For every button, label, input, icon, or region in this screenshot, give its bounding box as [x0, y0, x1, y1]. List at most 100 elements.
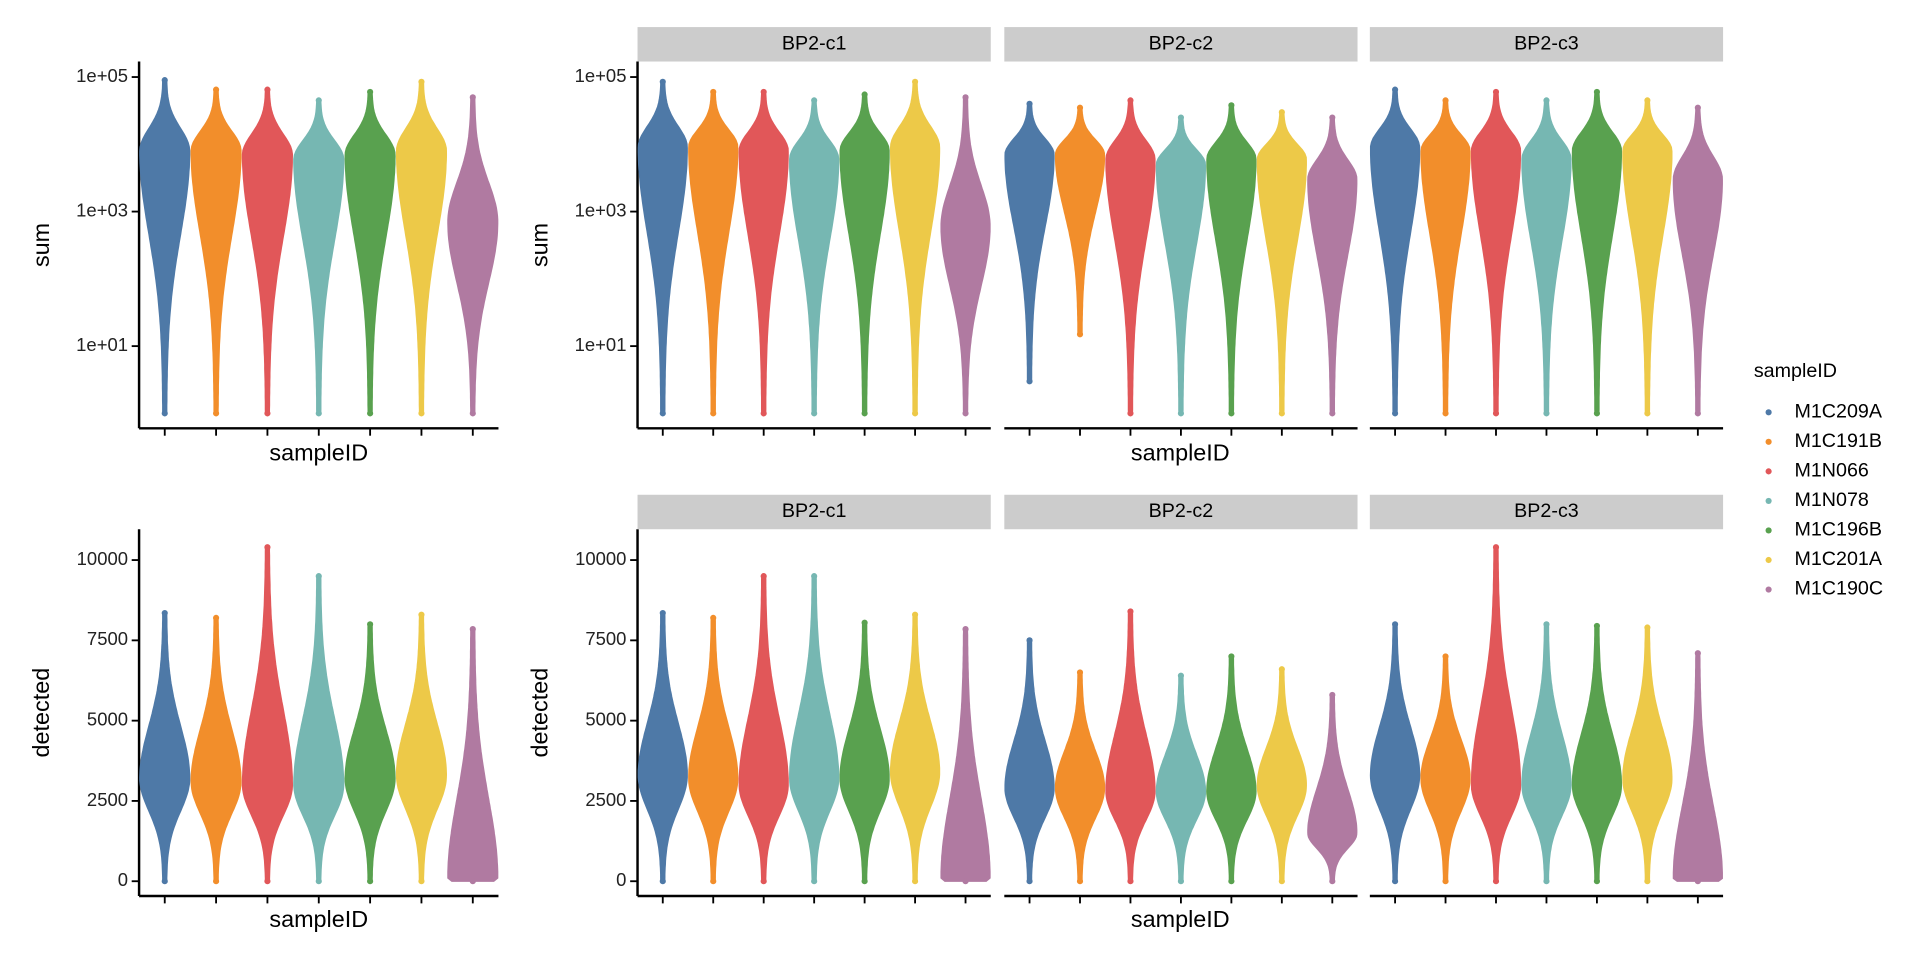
violin	[241, 88, 294, 415]
min-point	[161, 410, 168, 417]
max-point	[912, 611, 919, 618]
legend-key	[1765, 409, 1772, 416]
violin	[738, 91, 789, 415]
max-point	[469, 626, 476, 633]
legend-label: M1N078	[1794, 489, 1868, 511]
violin	[889, 81, 941, 415]
min-point	[367, 410, 374, 417]
violin	[344, 623, 396, 882]
y-tick-label: 7500	[585, 628, 626, 649]
min-point	[659, 878, 666, 885]
min-point	[1278, 410, 1285, 417]
violin	[1521, 623, 1572, 882]
min-point	[418, 878, 425, 885]
y-tick-label: 1e+05	[76, 65, 128, 86]
violin	[688, 91, 739, 415]
legend-key	[1765, 468, 1772, 475]
min-point	[213, 410, 220, 417]
min-point	[315, 410, 322, 417]
max-point	[1543, 97, 1550, 104]
y-axis-title: sum	[527, 223, 553, 267]
max-point	[315, 573, 322, 580]
y-tick-label: 5000	[87, 709, 128, 730]
min-point	[315, 878, 322, 885]
legend-label: M1C191B	[1794, 430, 1882, 452]
min-point	[1593, 410, 1600, 417]
min-point	[1442, 410, 1449, 417]
max-point	[1278, 666, 1285, 673]
violin	[738, 575, 789, 882]
x-axis-title: sampleID	[269, 906, 368, 932]
legend-label: M1C196B	[1794, 519, 1882, 541]
max-point	[418, 78, 425, 85]
min-point	[710, 878, 717, 885]
legend-label: M1C209A	[1794, 401, 1882, 423]
max-point	[1392, 86, 1399, 93]
max-point	[367, 621, 374, 628]
violin	[839, 93, 890, 415]
min-point	[1228, 410, 1235, 417]
violin	[1004, 103, 1055, 382]
min-point	[1492, 878, 1500, 885]
max-point	[861, 619, 868, 626]
y-tick-label: 1e+03	[76, 199, 128, 220]
facet-title: BP2-c2	[1149, 500, 1214, 522]
violin	[293, 575, 345, 882]
y-tick-label: 10000	[575, 548, 626, 569]
min-point	[1177, 410, 1184, 417]
max-point	[710, 88, 717, 96]
min-point	[161, 878, 168, 885]
violin	[1369, 88, 1421, 415]
max-point	[912, 78, 919, 85]
violin	[344, 91, 396, 415]
violin	[190, 617, 242, 882]
min-point	[1076, 331, 1084, 338]
min-point	[1329, 410, 1336, 417]
facet-strip	[1004, 27, 1358, 62]
violin	[1672, 107, 1723, 415]
max-point	[760, 88, 767, 96]
max-point	[1442, 97, 1449, 104]
min-point	[1127, 410, 1134, 417]
violin	[241, 546, 294, 882]
min-point	[962, 878, 969, 885]
violin	[293, 99, 345, 415]
max-point	[659, 609, 666, 617]
max-point	[861, 91, 868, 98]
legend-label: M1C201A	[1794, 548, 1882, 570]
violin	[1571, 625, 1623, 882]
max-point	[1593, 88, 1600, 96]
min-point	[1694, 410, 1701, 417]
min-point	[213, 878, 220, 885]
x-axis-title: sampleID	[1131, 906, 1230, 932]
y-tick-label: 1e+03	[575, 199, 627, 220]
facet-strip	[1369, 27, 1724, 62]
max-point	[469, 94, 476, 101]
max-point	[1076, 669, 1084, 676]
max-point	[1442, 653, 1449, 660]
x-axis-title: sampleID	[1131, 439, 1230, 465]
violin	[789, 99, 840, 415]
max-point	[962, 94, 969, 101]
y-tick-label: 0	[118, 869, 128, 890]
min-point	[418, 410, 425, 417]
min-point	[1228, 878, 1235, 885]
legend-key	[1765, 497, 1772, 504]
max-point	[811, 573, 818, 580]
min-point	[1127, 878, 1134, 885]
max-point	[315, 97, 322, 104]
legend-key	[1765, 438, 1772, 445]
legend-label: M1C190C	[1794, 578, 1883, 600]
violin	[1420, 655, 1471, 882]
legend-key	[1765, 556, 1772, 564]
min-point	[962, 410, 969, 417]
max-point	[264, 544, 271, 551]
violin	[1307, 694, 1358, 882]
violin	[1105, 610, 1156, 882]
max-point	[1492, 88, 1500, 96]
max-point	[1694, 650, 1701, 657]
violin	[1256, 111, 1307, 415]
max-point	[1127, 608, 1134, 615]
max-point	[161, 609, 168, 617]
